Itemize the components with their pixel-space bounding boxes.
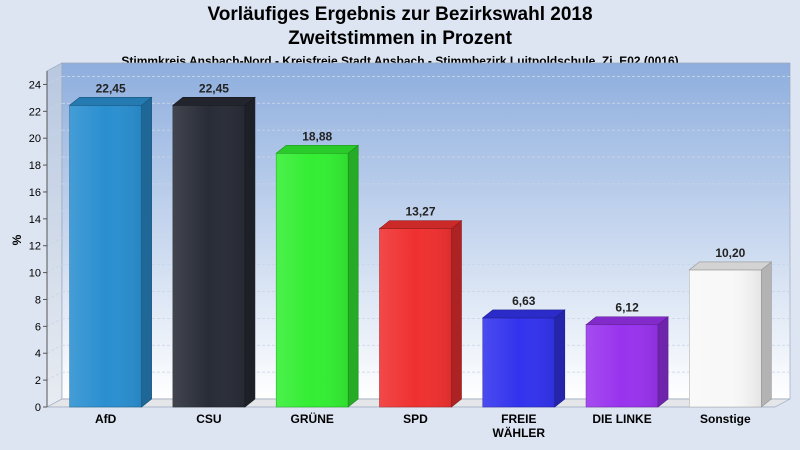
bar-shading bbox=[379, 228, 452, 407]
bar: 10,20 bbox=[688, 246, 773, 408]
bar: 18,88 bbox=[275, 129, 360, 408]
y-tick-label: 6 bbox=[35, 321, 41, 333]
bar: 13,27 bbox=[378, 205, 463, 408]
bar-top bbox=[688, 261, 773, 271]
bar-shading bbox=[586, 324, 659, 407]
gridline-side bbox=[46, 183, 63, 193]
plot-side-wall bbox=[46, 62, 63, 408]
x-tick-label: WÄHLER bbox=[492, 425, 545, 440]
bar-side bbox=[554, 309, 566, 408]
y-tick-label: 2 bbox=[35, 375, 41, 387]
bar-side bbox=[451, 220, 462, 408]
bar-shading bbox=[172, 105, 245, 407]
y-tick-label: 22 bbox=[29, 106, 41, 118]
bar-value-label: 6,63 bbox=[512, 294, 536, 308]
gridline-side bbox=[46, 371, 63, 381]
bar-value-label: 13,27 bbox=[405, 205, 435, 219]
bar-top bbox=[585, 316, 669, 326]
bars: 22,45 22,45 18,88 13,27 6,63 6,12 10,20 bbox=[68, 81, 773, 408]
gridline-side bbox=[46, 237, 63, 247]
bar-top bbox=[275, 144, 360, 154]
x-tick-label: CSU bbox=[196, 412, 221, 426]
gridline-side bbox=[46, 76, 63, 85]
chart-title: Vorläufiges Ergebnis zur Bezirkswahl 201… bbox=[207, 4, 593, 25]
bar-value-label: 22,45 bbox=[96, 81, 126, 95]
bar-side bbox=[761, 261, 772, 408]
x-tick-label: GRÜNE bbox=[291, 411, 334, 426]
gridline-side bbox=[46, 318, 63, 327]
bar-value-label: 10,20 bbox=[715, 246, 745, 260]
bar-side bbox=[347, 144, 359, 408]
bar-side bbox=[244, 96, 256, 408]
x-tick-label: FREIE bbox=[501, 412, 536, 426]
gridline-side bbox=[46, 129, 63, 139]
y-tick-label: 18 bbox=[29, 160, 41, 172]
x-tick-label: DIE LINKE bbox=[592, 412, 651, 426]
bar-shading bbox=[276, 153, 349, 407]
bar-value-label: 22,45 bbox=[199, 81, 229, 95]
bar-value-label: 18,88 bbox=[302, 129, 332, 143]
y-tick-label: 24 bbox=[29, 79, 41, 91]
bar-shading bbox=[69, 105, 142, 407]
y-tick-label: 0 bbox=[35, 402, 41, 414]
y-tick-label: 10 bbox=[29, 268, 41, 280]
gridline-side bbox=[46, 210, 63, 220]
y-tick-label: 14 bbox=[29, 214, 41, 226]
bar-side bbox=[657, 316, 669, 408]
bar-shading bbox=[689, 269, 762, 407]
bar-side bbox=[141, 96, 152, 408]
bar: 6,12 bbox=[585, 301, 669, 408]
bar: 22,45 bbox=[172, 81, 256, 408]
x-tick-label: AfD bbox=[95, 412, 117, 426]
bar-shading bbox=[482, 317, 555, 407]
y-tick-label: 4 bbox=[35, 348, 41, 360]
gridline-side bbox=[46, 344, 63, 354]
bar: 6,63 bbox=[481, 294, 566, 408]
x-tick-label: SPD bbox=[403, 412, 428, 426]
gridline-side bbox=[46, 264, 63, 273]
y-tick-label: 8 bbox=[35, 294, 41, 306]
gridline-side bbox=[46, 102, 63, 112]
chart-subtitle: Zweitstimmen in Prozent bbox=[288, 28, 512, 49]
y-tick-label: 12 bbox=[29, 241, 41, 253]
bar-top bbox=[68, 96, 153, 106]
y-axis-label: % bbox=[10, 234, 24, 245]
y-tick-label: 16 bbox=[29, 187, 41, 199]
x-tick-label: Sonstige bbox=[700, 412, 751, 426]
bar: 22,45 bbox=[68, 81, 153, 408]
gridline-side bbox=[46, 156, 63, 166]
bar-top bbox=[172, 96, 256, 106]
y-tick-label: 20 bbox=[29, 133, 41, 145]
bar-value-label: 6,12 bbox=[615, 301, 639, 315]
bar-top bbox=[378, 220, 463, 229]
gridline-side bbox=[46, 291, 63, 300]
bar-top bbox=[481, 309, 566, 319]
